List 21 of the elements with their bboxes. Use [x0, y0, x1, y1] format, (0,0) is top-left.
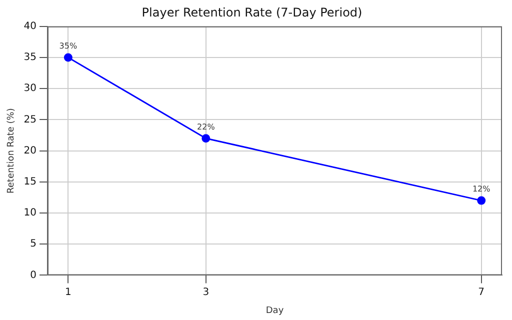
- y-tick-label: 0: [30, 270, 37, 281]
- x-tick-label: 1: [64, 286, 72, 298]
- y-tick-label: 40: [24, 20, 37, 32]
- point: [477, 196, 486, 205]
- y-axis-title: Retention Rate (%): [6, 108, 17, 194]
- point: [64, 53, 72, 62]
- y-tick-label: 30: [24, 83, 37, 94]
- y-tick-label: 20: [24, 145, 37, 156]
- y-tick-label: 10: [24, 208, 37, 219]
- point: [202, 134, 210, 143]
- y-tick-label: 25: [24, 114, 37, 126]
- x-tick-label: 7: [478, 286, 485, 298]
- x-tick-label: 3: [202, 286, 210, 298]
- data-label: 22%: [197, 122, 216, 132]
- data-label: 12%: [472, 184, 491, 194]
- y-tick-label: 5: [30, 238, 37, 250]
- x-axis-title: Day: [266, 306, 284, 316]
- y-tick-label: 35: [24, 52, 37, 64]
- chart-title: Player Retention Rate (7-Day Period): [142, 5, 362, 20]
- data-label: 35%: [59, 42, 78, 51]
- y-tick-label: 15: [24, 176, 37, 188]
